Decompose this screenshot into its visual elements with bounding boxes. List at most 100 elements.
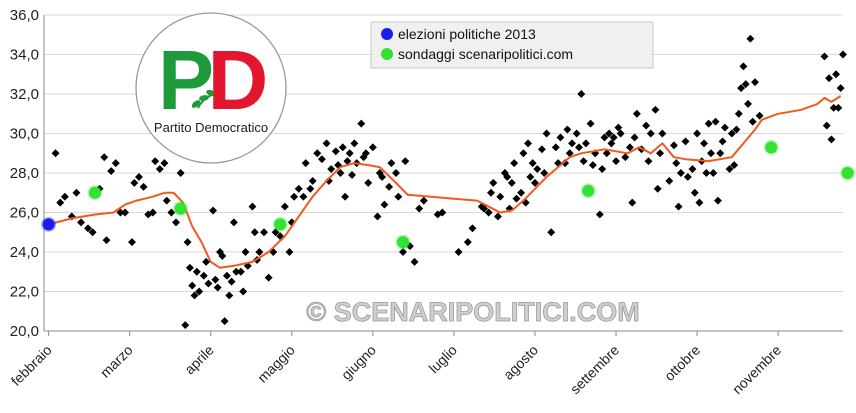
poll-point	[651, 105, 660, 114]
poll-point	[669, 141, 678, 150]
poll-point	[56, 198, 65, 207]
poll-point	[364, 178, 373, 187]
y-tick-label: 34,0	[10, 47, 39, 64]
poll-point	[744, 99, 753, 108]
legend-swatch-sondaggi	[381, 48, 393, 60]
poll-point	[385, 182, 394, 191]
legend-swatch-elezioni	[381, 28, 393, 40]
poll-point	[533, 165, 542, 174]
poll-point	[832, 70, 841, 79]
poll-point	[568, 139, 576, 148]
marker-layer	[41, 139, 856, 250]
poll-point	[172, 218, 180, 227]
poll-point	[341, 192, 350, 201]
poll-point	[121, 208, 130, 217]
poll-point	[822, 121, 831, 130]
poll-point	[192, 267, 201, 276]
poll-point	[540, 169, 549, 177]
legend-label-elezioni: elezioni politiche 2013	[398, 26, 536, 42]
x-tick-label: giugno	[338, 342, 379, 383]
poll-point	[199, 271, 208, 280]
poll-point	[519, 149, 528, 158]
poll-point	[438, 208, 447, 217]
poll-point	[512, 194, 521, 203]
poll-point	[834, 103, 843, 112]
poll-point	[348, 171, 356, 179]
poll-point	[227, 277, 236, 286]
watermark: © SCENARIPOLITICI.COM	[306, 297, 639, 327]
poll-point	[463, 238, 472, 247]
poll-point	[290, 192, 299, 201]
poll-point	[526, 172, 535, 181]
x-tick-label: maggio	[254, 342, 298, 386]
y-tick-label: 32,0	[10, 86, 39, 103]
poll-point	[419, 196, 428, 205]
poll-point	[324, 176, 333, 185]
poll-point	[605, 129, 614, 138]
poll-point	[730, 161, 739, 170]
poll-point	[213, 283, 222, 292]
logo-circle	[135, 12, 287, 164]
poll-point	[225, 291, 234, 300]
poll-point	[493, 212, 502, 221]
poll-point	[357, 119, 366, 128]
poll-point	[84, 224, 92, 233]
y-tick-label: 22,0	[10, 284, 39, 301]
poll-point	[299, 192, 308, 201]
y-tick-label: 20,0	[10, 323, 39, 340]
poll-point	[524, 139, 532, 148]
poll-point	[343, 157, 352, 166]
highlight-marker	[41, 216, 57, 232]
poll-point	[565, 149, 574, 158]
x-tick-label: aprile	[181, 342, 217, 378]
poll-point	[709, 169, 718, 177]
x-tick-label: novembre	[729, 342, 784, 397]
poll-point	[480, 204, 488, 213]
highlight-marker	[763, 139, 779, 155]
poll-point	[746, 34, 755, 43]
poll-point	[327, 165, 336, 174]
poll-point	[148, 208, 157, 217]
poll-point	[250, 228, 259, 237]
poll-point	[642, 121, 651, 130]
poll-point	[665, 176, 674, 185]
poll-point	[653, 184, 662, 193]
poll-point	[676, 169, 685, 177]
poll-point	[176, 169, 185, 177]
poll-point	[827, 135, 836, 144]
poll-point	[162, 196, 171, 205]
highlight-marker	[173, 201, 189, 217]
poll-point	[185, 263, 194, 272]
poll-point	[621, 153, 630, 162]
poll-point	[77, 218, 86, 227]
poll-point	[155, 165, 164, 174]
poll-point	[713, 196, 722, 205]
poll-point	[306, 184, 315, 193]
poll-point	[581, 139, 590, 148]
poll-point	[373, 212, 382, 221]
poll-point	[139, 182, 148, 191]
poll-point	[695, 198, 704, 207]
poll-point	[575, 143, 583, 152]
poll-point	[280, 202, 289, 211]
poll-point	[313, 149, 322, 158]
poll-point	[704, 119, 713, 128]
poll-point	[308, 176, 317, 185]
highlight-marker	[395, 234, 411, 250]
poll-point	[681, 137, 690, 146]
legend-label-sondaggi: sondaggi scenaripolitici.com	[398, 46, 573, 62]
logo-text: Partito Democratico	[154, 120, 268, 135]
poll-point	[674, 202, 683, 211]
poll-point	[239, 287, 248, 296]
poll-point	[607, 139, 616, 148]
poll-point	[839, 50, 847, 59]
poll-point	[734, 109, 743, 118]
poll-point	[188, 281, 197, 290]
poll-point	[195, 287, 204, 296]
poll-point	[229, 218, 238, 227]
poll-point	[658, 129, 667, 138]
poll-point	[350, 139, 359, 148]
poll-point	[727, 129, 736, 138]
poll-point	[600, 133, 609, 142]
